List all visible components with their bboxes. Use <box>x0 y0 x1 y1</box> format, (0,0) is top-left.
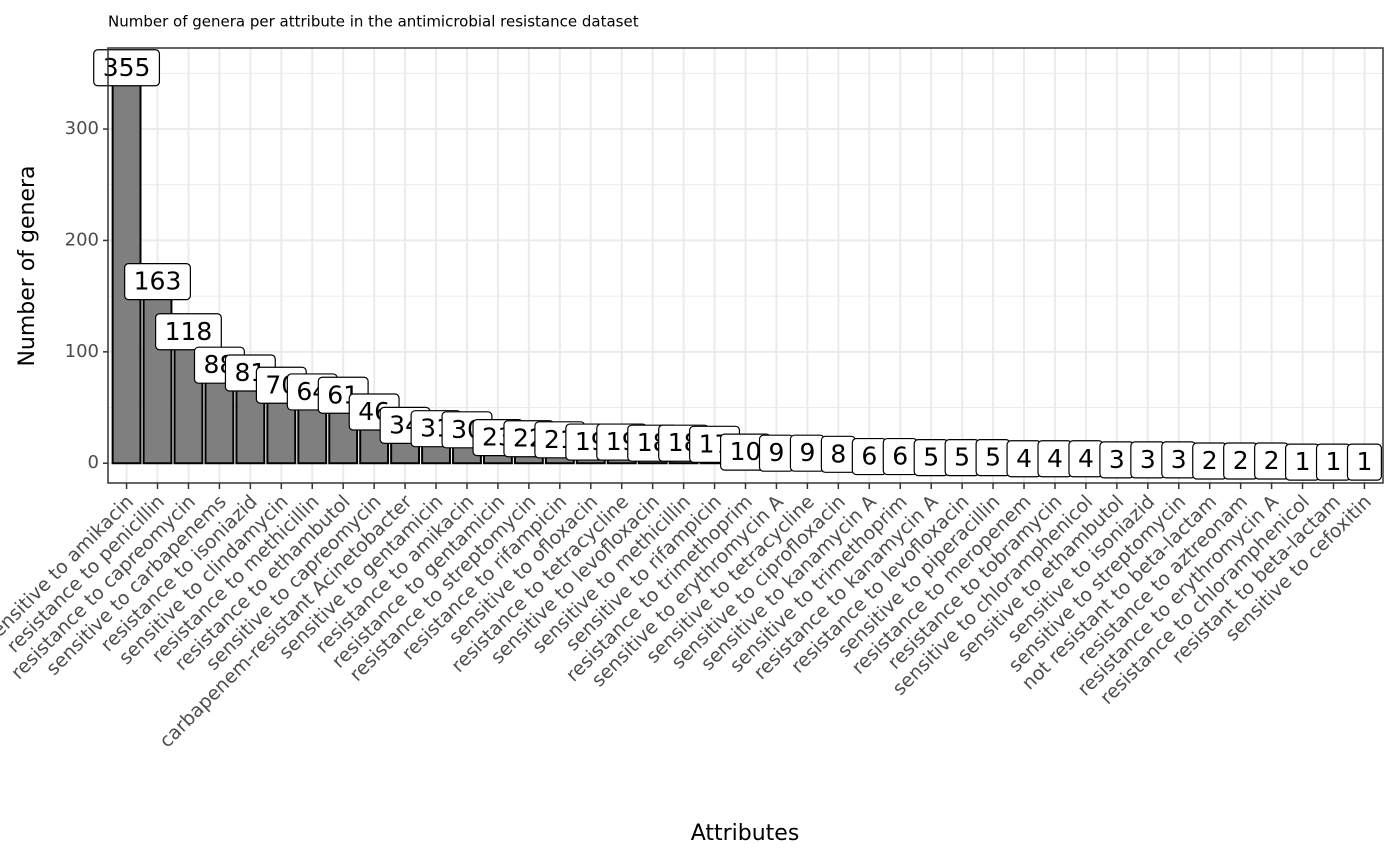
data-label-group: 9 <box>758 434 794 472</box>
plot-border <box>107 47 1384 484</box>
data-label: 6 <box>892 442 908 471</box>
data-label: 4 <box>1047 444 1063 473</box>
data-label-group: 3 <box>1099 441 1135 479</box>
chart-title: Number of genera per attribute in the an… <box>108 13 639 31</box>
data-label-group: 163 <box>124 263 191 301</box>
data-label-group: 3 <box>1130 441 1166 479</box>
data-label: 4 <box>1078 444 1094 473</box>
y-tick-label: 300 <box>65 118 99 139</box>
data-label-group: 118 <box>155 313 222 351</box>
data-label: 163 <box>134 267 182 296</box>
y-axis-title: Number of genera <box>15 165 40 366</box>
data-label: 5 <box>985 443 1001 472</box>
data-label-group: 355 <box>93 49 161 87</box>
data-label-group: 4 <box>1037 440 1073 478</box>
data-label: 2 <box>1264 446 1280 475</box>
data-label-box <box>1346 443 1382 481</box>
data-label-group: 3 <box>1161 441 1197 479</box>
data-label: 6 <box>861 442 877 471</box>
data-label-group: 8 <box>820 435 856 473</box>
data-label: 9 <box>799 438 815 467</box>
data-label-group: 2 <box>1223 442 1259 480</box>
data-label: 5 <box>923 443 939 472</box>
data-label: 3 <box>1171 445 1187 474</box>
data-label: 118 <box>165 317 213 346</box>
data-label-box <box>124 263 191 301</box>
data-label: 3 <box>1109 445 1125 474</box>
data-label: 4 <box>1016 444 1032 473</box>
y-tick-label: 100 <box>65 341 99 362</box>
data-label-group: 1 <box>1315 443 1352 481</box>
data-label-group: 6 <box>882 437 918 476</box>
data-label-group: 1 <box>1346 443 1382 481</box>
data-label-box <box>93 49 161 87</box>
data-label: 355 <box>103 53 151 82</box>
data-label: 5 <box>954 443 970 472</box>
data-label: 2 <box>1233 446 1249 475</box>
data-label-group: 2 <box>1192 442 1228 480</box>
data-label: 1 <box>1295 447 1311 476</box>
data-label-group: 6 <box>851 437 887 476</box>
data-label: 3 <box>1140 445 1156 474</box>
data-label: 1 <box>1326 447 1342 476</box>
data-label-group: 4 <box>1006 440 1042 478</box>
data-label: 9 <box>768 438 784 467</box>
y-tick-label: 200 <box>65 229 99 250</box>
data-label-group: 5 <box>913 439 949 477</box>
y-tick-label: 0 <box>88 452 99 473</box>
data-label-group: 1 <box>1284 443 1321 481</box>
data-label-group: 2 <box>1254 442 1290 480</box>
data-label: 2 <box>1202 446 1218 475</box>
x-axis-title: Attributes <box>691 821 800 846</box>
bar <box>142 280 173 465</box>
data-label-group: 9 <box>789 434 825 472</box>
data-label: 8 <box>830 439 846 468</box>
data-label-box <box>155 313 222 351</box>
data-label: 1 <box>1356 447 1372 476</box>
data-label-group: 5 <box>944 439 980 477</box>
data-label-group: 5 <box>975 439 1011 477</box>
data-label-group: 10 <box>719 433 772 471</box>
data-label-group: 4 <box>1068 440 1104 478</box>
data-label: 10 <box>730 437 762 466</box>
